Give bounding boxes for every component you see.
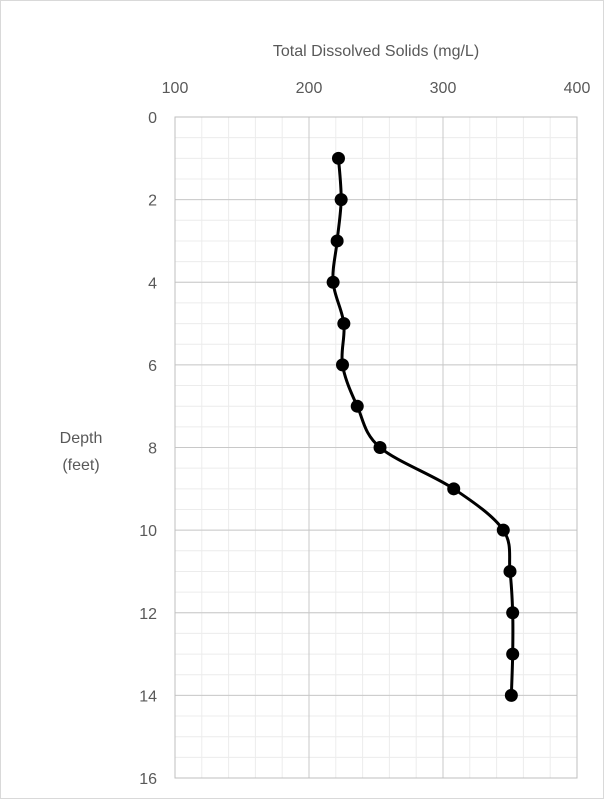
data-point: [331, 151, 345, 165]
data-point: [330, 234, 344, 248]
data-point: [326, 275, 340, 289]
y-tick-label: 10: [139, 523, 157, 540]
data-point: [503, 564, 517, 578]
data-point: [337, 317, 351, 331]
y-tick-label: 8: [148, 441, 157, 458]
y-tick-label: 4: [148, 275, 157, 292]
data-point: [496, 523, 510, 537]
y-tick-label: 12: [139, 606, 157, 623]
chart-title: Total Dissolved Solids (mg/L): [273, 43, 479, 60]
data-point: [504, 688, 518, 702]
tds-data-points: [326, 151, 520, 702]
x-tick-labels: 100 200 300 400: [162, 80, 591, 97]
data-point: [334, 193, 348, 207]
y-axis-label-line2: (feet): [62, 457, 99, 474]
data-point: [506, 606, 520, 620]
data-point: [506, 647, 520, 661]
data-point: [336, 358, 349, 372]
y-tick-label: 14: [139, 688, 157, 705]
x-tick-label: 300: [430, 80, 457, 97]
y-tick-label: 16: [139, 771, 157, 788]
x-tick-label: 400: [564, 80, 591, 97]
y-axis-label-line1: Depth: [60, 430, 103, 447]
x-tick-label: 200: [296, 80, 323, 97]
x-tick-label: 100: [162, 80, 189, 97]
y-tick-label: 0: [148, 110, 157, 127]
data-point: [447, 482, 461, 496]
y-tick-label: 6: [148, 358, 157, 375]
y-tick-labels: 0 2 4 6 8 10 12 14 16: [139, 110, 157, 788]
plot-border: [174, 116, 578, 779]
data-point: [350, 399, 364, 413]
data-point: [373, 441, 387, 454]
y-tick-label: 2: [148, 193, 157, 210]
